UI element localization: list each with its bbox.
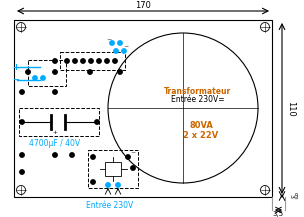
Circle shape	[118, 70, 122, 74]
Text: ~: ~	[106, 38, 112, 43]
Bar	[14, 20, 272, 197]
Text: 110: 110	[286, 101, 295, 116]
Circle shape	[97, 59, 101, 63]
Circle shape	[41, 76, 45, 80]
Text: ~: ~	[130, 151, 136, 156]
Circle shape	[91, 155, 95, 159]
Text: cm: cm	[292, 192, 298, 200]
Circle shape	[131, 166, 135, 170]
Circle shape	[53, 70, 57, 74]
Circle shape	[33, 76, 37, 80]
Text: +: +	[12, 62, 19, 71]
Bar	[19, 108, 99, 136]
Circle shape	[53, 90, 57, 94]
Circle shape	[116, 183, 120, 187]
Circle shape	[106, 183, 110, 187]
Circle shape	[81, 59, 85, 63]
Circle shape	[20, 90, 24, 94]
Text: 3,5: 3,5	[272, 211, 284, 217]
Bar	[28, 60, 66, 86]
Text: 80VA: 80VA	[189, 122, 213, 130]
Circle shape	[73, 59, 77, 63]
Text: Entrée 230V: Entrée 230V	[86, 201, 134, 209]
Text: 4700µF / 40V: 4700µF / 40V	[29, 138, 81, 148]
Circle shape	[122, 49, 126, 53]
Circle shape	[20, 120, 24, 124]
Circle shape	[113, 59, 117, 63]
Circle shape	[53, 153, 57, 157]
Circle shape	[20, 170, 24, 174]
Text: Entrée 230V=: Entrée 230V=	[171, 95, 225, 105]
Circle shape	[89, 59, 93, 63]
Circle shape	[70, 153, 74, 157]
Circle shape	[126, 155, 130, 159]
Circle shape	[105, 59, 109, 63]
Bar	[105, 162, 121, 176]
Circle shape	[95, 120, 99, 124]
Bar	[60, 52, 125, 70]
Circle shape	[20, 153, 24, 157]
Circle shape	[88, 70, 92, 74]
Bar	[88, 150, 138, 188]
Text: 2 x 22V: 2 x 22V	[183, 130, 219, 140]
Text: +: +	[53, 130, 57, 135]
Circle shape	[91, 180, 95, 184]
Circle shape	[53, 59, 57, 63]
Text: 170: 170	[135, 1, 151, 10]
Text: −: −	[12, 76, 19, 84]
Text: Transformateur: Transformateur	[164, 87, 232, 97]
Circle shape	[118, 41, 122, 45]
Text: ~: ~	[123, 44, 129, 49]
Circle shape	[65, 59, 69, 63]
Circle shape	[110, 41, 114, 45]
Text: 3: 3	[288, 194, 293, 198]
Circle shape	[26, 70, 30, 74]
Circle shape	[114, 49, 118, 53]
